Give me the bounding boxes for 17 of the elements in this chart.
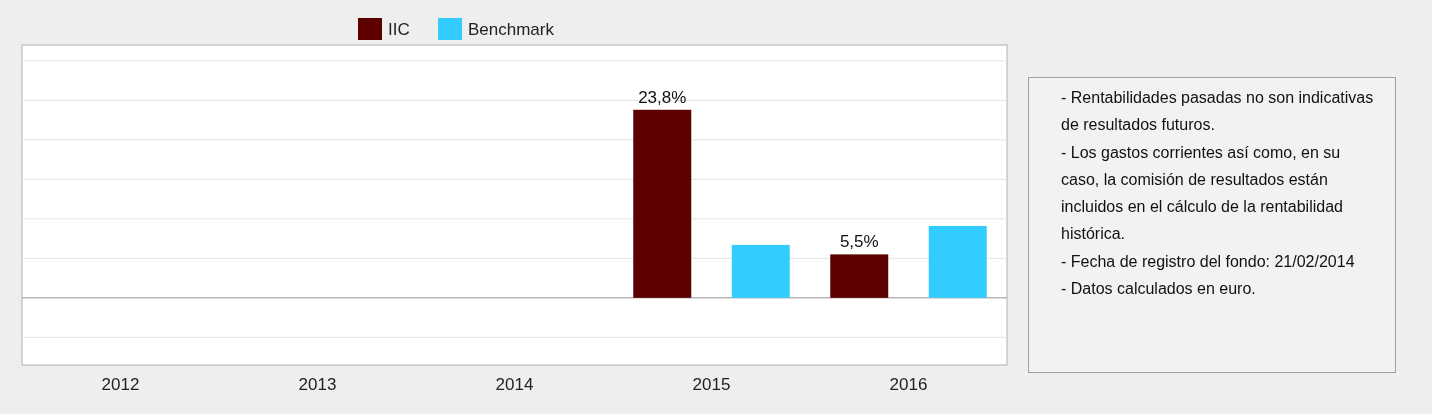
x-tick-label: 2013 [298, 375, 337, 394]
legend-label: Benchmark [468, 20, 555, 39]
legend-label: IIC [388, 20, 410, 39]
x-tick-label: 2015 [692, 375, 731, 394]
text: - Los gastos corrientes así como, en su caso, la comisión de resultados están incluidos en el cálculo de la rentabilidad histórica. [1061, 142, 1344, 245]
data-label: 5,5% [839, 232, 879, 252]
x-tick-label: 2016 [889, 375, 928, 394]
text: - Datos calculados en euro. [1061, 279, 1257, 300]
data-label: 23,8% [638, 87, 687, 107]
text: - Fecha de registro del fondo: 21/02/2014 [1061, 251, 1356, 272]
bar [731, 244, 790, 298]
bar [928, 225, 987, 298]
text: - Rentabilidades pasadas no son indicativas de resultados futuros. [1061, 88, 1375, 136]
bar [633, 109, 692, 298]
x-tick-label: 2014 [495, 375, 534, 394]
bar [830, 254, 889, 298]
x-tick-label: 2012 [101, 375, 140, 394]
